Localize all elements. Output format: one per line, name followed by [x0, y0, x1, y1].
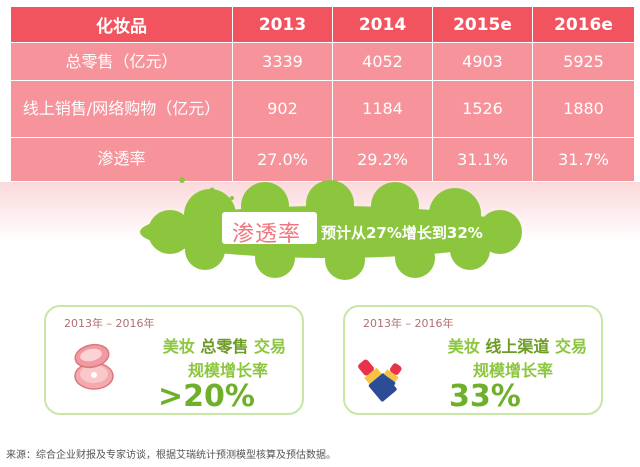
card-suffix: 交易 [253, 337, 286, 356]
table-row: 渗透率 27.0% 29.2% 31.1% 31.7% [10, 136, 635, 183]
card-years: 2013年 – 2016年 [64, 317, 155, 330]
growth-card-total-retail: 2013年 – 2016年 美妆 总零售 交易 规模增长率 >20% [44, 305, 304, 415]
card-value: >20% [158, 379, 255, 414]
table-row: 总零售（亿元） 3339 4052 4903 5925 [10, 41, 635, 82]
cloud-shape [140, 177, 522, 280]
table-cell: 4052 [332, 41, 433, 82]
card-suffix: 交易 [554, 337, 587, 356]
source-note: 来源：综合企业财报及专家访谈，根据艾瑞统计预测模型核算及预估数据。 [6, 450, 336, 461]
card-highlight: 总零售 [200, 337, 249, 356]
table-header-row: 化妆品 2013 2014 2015e 2016e [10, 6, 635, 43]
header-2016e: 2016e [532, 6, 635, 43]
table-cell: 31.1% [432, 136, 533, 183]
banner-title: 渗透率 [232, 222, 302, 247]
table-cell: 27.0% [232, 136, 333, 183]
table-cell: 5925 [532, 41, 635, 82]
header-category: 化妆品 [10, 6, 233, 43]
compact-powder-icon [74, 343, 114, 390]
table-row: 线上销售/网络购物（亿元） 902 1184 1526 1880 [10, 80, 635, 138]
row-label-total-retail: 总零售（亿元） [10, 41, 233, 82]
table-cell: 3339 [232, 41, 333, 82]
card-prefix: 美妆 [162, 337, 195, 356]
card-line1: 美妆 总零售 交易 [46, 333, 302, 357]
card-line2: 规模增长率 [187, 361, 268, 380]
card-line2: 规模增长率 [472, 361, 553, 380]
table-cell: 31.7% [532, 136, 635, 183]
card-line1: 美妆 线上渠道 交易 [345, 333, 601, 357]
card-years: 2013年 – 2016年 [363, 317, 454, 330]
table-cell: 902 [232, 80, 333, 138]
table-cell: 1184 [332, 80, 433, 138]
row-label-online-sales: 线上销售/网络购物（亿元） [10, 80, 233, 138]
row-label-penetration: 渗透率 [10, 136, 233, 183]
table-cell: 1526 [432, 80, 533, 138]
table-cell: 1880 [532, 80, 635, 138]
data-table: 化妆品 2013 2014 2015e 2016e 总零售（亿元） 3339 4… [10, 6, 635, 183]
cosmetics-table: 化妆品 2013 2014 2015e 2016e 总零售（亿元） 3339 4… [10, 6, 635, 183]
header-2015e: 2015e [432, 6, 533, 43]
card-prefix: 美妆 [447, 337, 480, 356]
table-cell: 29.2% [332, 136, 433, 183]
card-highlight: 线上渠道 [485, 337, 550, 356]
lipstick-icon [358, 359, 402, 402]
banner-description: 预计从27%增长到32% [321, 224, 483, 242]
card-value: 33% [449, 379, 521, 414]
table-cell: 4903 [432, 41, 533, 82]
